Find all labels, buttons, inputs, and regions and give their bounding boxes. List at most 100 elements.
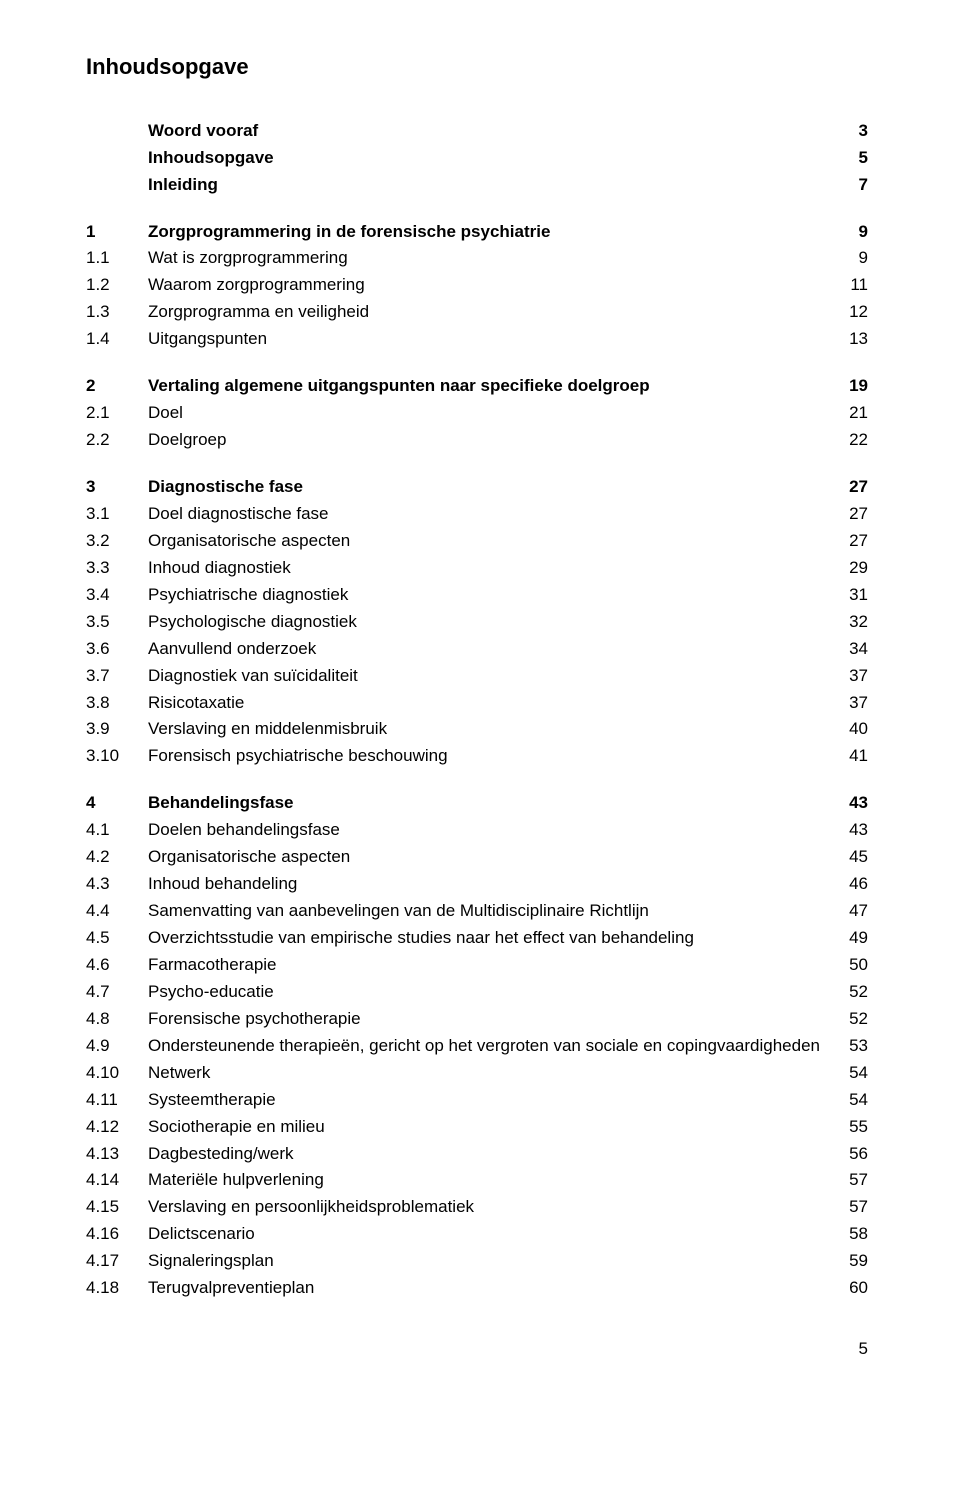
toc-row-page: 7 xyxy=(820,174,868,197)
toc-row-page: 27 xyxy=(820,503,868,526)
toc-row-label: Inhoud behandeling xyxy=(148,873,820,896)
toc-row-label: Aanvullend onderzoek xyxy=(148,638,820,661)
toc-row-number: 4.13 xyxy=(86,1143,148,1166)
toc-row-page: 9 xyxy=(820,247,868,270)
toc-row-label: Inhoudsopgave xyxy=(148,147,820,170)
toc-row-page: 58 xyxy=(820,1223,868,1246)
toc-row-number: 4.3 xyxy=(86,873,148,896)
toc-row-label: Dagbesteding/werk xyxy=(148,1143,820,1166)
toc-row: 4.7Psycho-educatie52 xyxy=(86,979,868,1006)
toc-row-page: 46 xyxy=(820,873,868,896)
toc-row-number: 3.1 xyxy=(86,503,148,526)
toc-row-page: 32 xyxy=(820,611,868,634)
toc-row-page: 9 xyxy=(820,221,868,244)
toc-row-page: 34 xyxy=(820,638,868,661)
toc-section: 4Behandelingsfase434.1Doelen behandeling… xyxy=(86,790,868,1302)
toc-row-number: 4.2 xyxy=(86,846,148,869)
toc-row-page: 40 xyxy=(820,718,868,741)
toc-row-label: Organisatorische aspecten xyxy=(148,846,820,869)
toc-row-label: Organisatorische aspecten xyxy=(148,530,820,553)
toc-row-number: 4.17 xyxy=(86,1250,148,1273)
toc-row-label: Doelgroep xyxy=(148,429,820,452)
toc-row-page: 43 xyxy=(820,792,868,815)
toc-row-page: 37 xyxy=(820,692,868,715)
toc-row: 1.3Zorgprogramma en veiligheid12 xyxy=(86,299,868,326)
toc-row-page: 57 xyxy=(820,1169,868,1192)
toc-row-page: 60 xyxy=(820,1277,868,1300)
toc-row-label: Uitgangspunten xyxy=(148,328,820,351)
toc-row-number: 2.2 xyxy=(86,429,148,452)
toc-row-number: 4.6 xyxy=(86,954,148,977)
toc-row: 4.12Sociotherapie en milieu55 xyxy=(86,1114,868,1141)
toc-row-page: 5 xyxy=(820,147,868,170)
toc-row-number: 3.10 xyxy=(86,745,148,768)
toc-row-number: 3.9 xyxy=(86,718,148,741)
toc-row: 3.1Doel diagnostische fase27 xyxy=(86,501,868,528)
toc-row: 4.10Netwerk54 xyxy=(86,1060,868,1087)
toc-row-number: 2.1 xyxy=(86,402,148,425)
toc-row-label: Wat is zorgprogrammering xyxy=(148,247,820,270)
toc-row: 4.18Terugvalpreventieplan60 xyxy=(86,1275,868,1302)
toc-row-page: 43 xyxy=(820,819,868,842)
toc-row: 3.5Psychologische diagnostiek32 xyxy=(86,609,868,636)
toc-row-page: 27 xyxy=(820,530,868,553)
toc-row-number: 3.2 xyxy=(86,530,148,553)
toc-row-page: 37 xyxy=(820,665,868,688)
toc-row-label: Psychologische diagnostiek xyxy=(148,611,820,634)
toc-row-label: Psychiatrische diagnostiek xyxy=(148,584,820,607)
toc-row-number: 4.12 xyxy=(86,1116,148,1139)
toc-row: 4.14Materiële hulpverlening57 xyxy=(86,1167,868,1194)
toc-row-page: 21 xyxy=(820,402,868,425)
toc-row-number: 4.9 xyxy=(86,1035,148,1058)
toc-row-label: Inhoud diagnostiek xyxy=(148,557,820,580)
toc-section: 2Vertaling algemene uitgangspunten naar … xyxy=(86,373,868,454)
toc-row-page: 52 xyxy=(820,1008,868,1031)
toc-row-label: Woord vooraf xyxy=(148,120,820,143)
toc-row-label: Signaleringsplan xyxy=(148,1250,820,1273)
toc-row-number: 4.10 xyxy=(86,1062,148,1085)
toc-row-number: 3.8 xyxy=(86,692,148,715)
toc-row: Inhoudsopgave5 xyxy=(86,145,868,172)
toc-row-number: 3.5 xyxy=(86,611,148,634)
toc-row: 1Zorgprogrammering in de forensische psy… xyxy=(86,219,868,246)
toc-row-label: Waarom zorgprogrammering xyxy=(148,274,820,297)
toc-section: 3Diagnostische fase273.1Doel diagnostisc… xyxy=(86,474,868,770)
toc-row: 4.15Verslaving en persoonlijkheidsproble… xyxy=(86,1194,868,1221)
toc-row-page: 59 xyxy=(820,1250,868,1273)
toc-row-label: Zorgprogramma en veiligheid xyxy=(148,301,820,324)
toc-row: 3.10Forensisch psychiatrische beschouwin… xyxy=(86,743,868,770)
toc-row: 2.2Doelgroep22 xyxy=(86,427,868,454)
toc-row-number: 3.7 xyxy=(86,665,148,688)
toc-row-label: Terugvalpreventieplan xyxy=(148,1277,820,1300)
toc-row-label: Vertaling algemene uitgangspunten naar s… xyxy=(148,375,820,398)
toc-row-number: 3.3 xyxy=(86,557,148,580)
toc-row-label: Verslaving en middelenmisbruik xyxy=(148,718,820,741)
toc-row-number: 3.6 xyxy=(86,638,148,661)
toc-row-page: 52 xyxy=(820,981,868,1004)
toc-row-number: 2 xyxy=(86,375,148,398)
toc-row-page: 47 xyxy=(820,900,868,923)
toc-row-page: 27 xyxy=(820,476,868,499)
toc-row: 4.1Doelen behandelingsfase43 xyxy=(86,817,868,844)
toc-row: 4.4Samenvatting van aanbevelingen van de… xyxy=(86,898,868,925)
toc-row-page: 29 xyxy=(820,557,868,580)
toc-row-label: Overzichtsstudie van empirische studies … xyxy=(148,927,820,950)
toc-section: 1Zorgprogrammering in de forensische psy… xyxy=(86,219,868,354)
toc-row: 4.16Delictscenario58 xyxy=(86,1221,868,1248)
toc-row-page: 54 xyxy=(820,1062,868,1085)
toc-row-number: 3 xyxy=(86,476,148,499)
toc-row-label: Sociotherapie en milieu xyxy=(148,1116,820,1139)
toc-row-label: Samenvatting van aanbevelingen van de Mu… xyxy=(148,900,820,923)
toc-row: 4.11Systeemtherapie54 xyxy=(86,1087,868,1114)
toc-row-label: Verslaving en persoonlijkheidsproblemati… xyxy=(148,1196,820,1219)
toc-row-number: 3.4 xyxy=(86,584,148,607)
toc-row-number: 1.3 xyxy=(86,301,148,324)
toc-row: 1.2Waarom zorgprogrammering11 xyxy=(86,272,868,299)
toc-row-page: 31 xyxy=(820,584,868,607)
toc-row-label: Netwerk xyxy=(148,1062,820,1085)
toc-row-number: 1.2 xyxy=(86,274,148,297)
toc-row-label: Inleiding xyxy=(148,174,820,197)
toc-row-label: Zorgprogrammering in de forensische psyc… xyxy=(148,221,820,244)
toc-row-page: 45 xyxy=(820,846,868,869)
toc-row-label: Risicotaxatie xyxy=(148,692,820,715)
